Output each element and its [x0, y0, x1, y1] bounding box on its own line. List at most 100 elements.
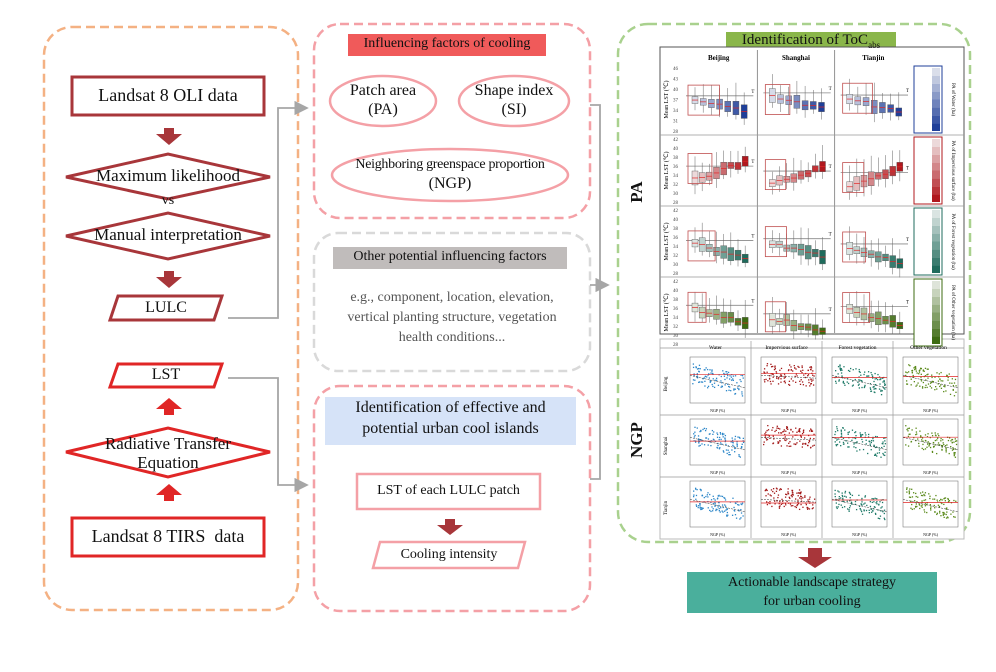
ngp-point	[851, 503, 853, 505]
ngp-point	[837, 506, 839, 508]
ngp-point	[718, 510, 720, 512]
ngp-point	[792, 494, 794, 496]
lst-patch-box	[355, 472, 542, 511]
ngp-point	[925, 384, 927, 386]
ngp-point	[697, 438, 700, 440]
ngp-point	[807, 369, 809, 372]
ngp-point	[923, 509, 925, 511]
ngp-point	[908, 433, 910, 435]
ngp-point	[721, 504, 724, 506]
ngp-point	[719, 511, 721, 513]
ngp-point	[868, 441, 871, 443]
pa-threshold-label: T	[751, 90, 754, 95]
pa-legend-swatch	[932, 288, 940, 297]
ngp-point	[766, 371, 768, 373]
pa-highlight-box	[764, 301, 786, 333]
ngp-point	[854, 437, 857, 440]
pa-legend-swatch	[932, 312, 940, 321]
ngp-point	[724, 378, 726, 381]
ngp-point	[700, 439, 703, 441]
ngp-point	[793, 364, 795, 367]
ngp-point	[693, 494, 695, 496]
ngp-point	[812, 507, 814, 509]
ngp-point	[786, 427, 788, 430]
ngp-point	[778, 507, 781, 509]
ngp-point	[776, 488, 778, 490]
ngp-fit-line	[831, 437, 888, 451]
ngp-point	[742, 437, 744, 440]
pa-y-tick: 40	[673, 218, 679, 223]
ngp-point	[870, 441, 873, 444]
ngp-point	[849, 492, 851, 494]
ngp-point	[946, 374, 948, 376]
ngp-point	[769, 502, 771, 505]
ngp-point	[714, 505, 716, 507]
ngp-point	[799, 370, 802, 372]
ngp-point	[730, 441, 732, 443]
ngp-point	[836, 439, 838, 441]
ngp-point	[913, 381, 915, 383]
ngp-point	[778, 441, 780, 444]
ngp-point	[724, 384, 726, 386]
ngp-point	[729, 375, 731, 377]
ngp-point	[946, 507, 948, 509]
ngp-point	[840, 433, 843, 435]
lulc-label: LULC	[145, 299, 187, 316]
ngp-point	[882, 452, 884, 455]
ngp-point	[874, 378, 876, 380]
ngp-fit-line	[831, 499, 888, 513]
pa-legend-title: PA of Forest vegetation (ha)	[950, 213, 955, 270]
ngp-point	[720, 380, 722, 382]
ngp-point	[854, 431, 857, 433]
ngp-point	[773, 492, 776, 494]
ngp-point	[951, 382, 953, 384]
ngp-point	[858, 505, 861, 508]
ngp-point	[838, 498, 840, 500]
ngp-point	[724, 438, 726, 440]
ngp-point	[884, 384, 886, 386]
ngp-point	[807, 374, 810, 376]
ngp-point	[936, 388, 938, 390]
ngp-point	[931, 450, 934, 453]
ngp-point	[842, 497, 844, 499]
ngp-point	[712, 373, 714, 375]
ngp-point	[905, 380, 908, 382]
cool-islands-title-2: potential urban cool islands	[362, 420, 539, 437]
ngp-point	[710, 445, 712, 447]
ngp-point	[878, 388, 881, 390]
ngp-point	[723, 372, 725, 375]
ngp-point	[941, 444, 944, 447]
ngp-point	[699, 368, 701, 370]
ngp-point	[911, 488, 913, 490]
ngp-point	[774, 368, 777, 370]
ngp-point	[846, 500, 848, 502]
ngp-point	[945, 517, 948, 519]
ngp-point	[940, 437, 942, 440]
ngp-point	[951, 449, 954, 451]
ngp-point	[924, 375, 927, 377]
ngp-point	[880, 510, 882, 512]
ngp-point	[940, 380, 942, 382]
ngp-point	[858, 368, 860, 371]
ngp-point	[736, 444, 738, 446]
ngp-point	[849, 493, 852, 496]
ngp-point	[874, 512, 877, 515]
ngp-point	[949, 393, 952, 396]
ngp-point	[716, 498, 719, 500]
ngp-point	[717, 384, 720, 387]
ngp-point	[872, 437, 874, 440]
ngp-point	[907, 435, 910, 438]
ngp-point	[939, 378, 941, 380]
ngp-point	[915, 492, 917, 495]
ngp-point	[946, 516, 949, 518]
ngp-point	[728, 453, 730, 456]
ngp-point	[934, 507, 936, 509]
ngp-point	[877, 373, 879, 376]
ngp-point	[942, 514, 944, 516]
ngp-point	[916, 501, 918, 503]
pa-y-tick: 37	[673, 99, 679, 104]
ngp-point	[797, 501, 799, 504]
ngp-point	[741, 502, 744, 504]
ngp-point	[696, 427, 698, 429]
ngp-point	[766, 438, 769, 441]
